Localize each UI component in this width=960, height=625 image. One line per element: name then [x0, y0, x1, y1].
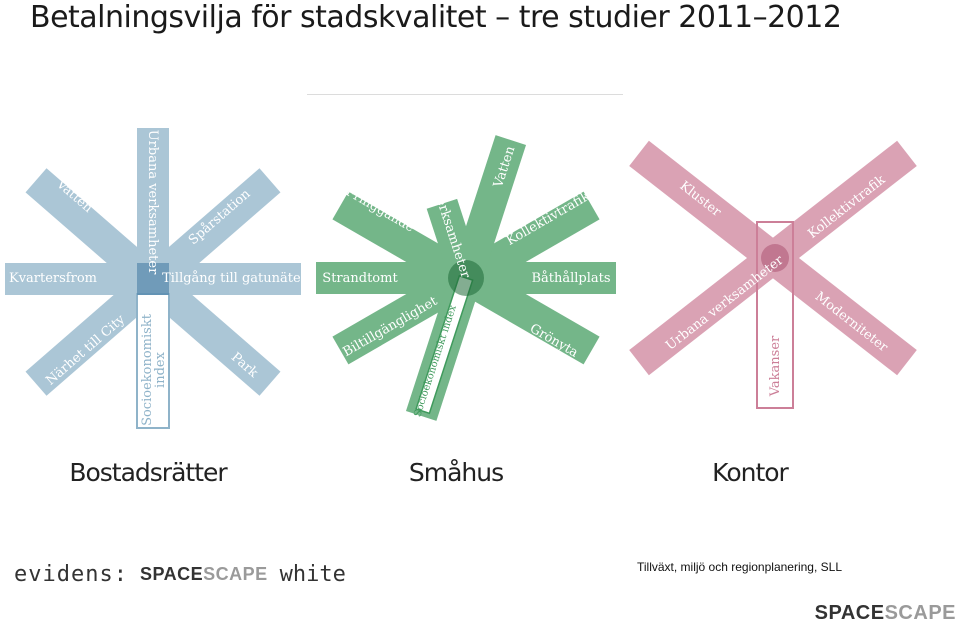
label-tillgang: Tillgång till gatunätet	[162, 270, 307, 286]
divider	[307, 94, 623, 95]
brand-logo: SPACESCAPE	[814, 602, 956, 624]
star-center	[448, 260, 484, 296]
star-center	[761, 244, 789, 272]
label-vakanser: Vakanser	[768, 335, 783, 397]
caption-smahus: Småhus	[408, 458, 504, 487]
arm-vakanser-outline	[756, 221, 794, 409]
label-bathallplats: Båthållplats	[531, 270, 610, 286]
label-strandtomt: Strandtomt	[322, 271, 398, 286]
star-center	[137, 263, 169, 295]
star-bostadsratter: Vatten Urbana verksamheter Spårstation K…	[5, 128, 307, 429]
caption-kontor: Kontor	[712, 458, 789, 487]
label-socio: Socioekonomiskt	[140, 313, 155, 426]
partner-logos: evidens: SPACESCAPE white	[14, 561, 346, 587]
arm-socio-outline	[136, 293, 170, 429]
label-kvartersfrom: Kvartersfrom	[9, 271, 97, 286]
evidens-logo: evidens:	[14, 561, 128, 587]
star-smahus: Friliggande Urbana verksamheter Vatten K…	[316, 135, 616, 421]
source-note: Tillväxt, miljö och regionplanering, SLL	[637, 560, 842, 574]
label-sparstation: Spårstation	[490, 336, 529, 414]
label-socio-index: index	[153, 351, 168, 388]
page-title: Betalningsvilja för stadskvalitet – tre …	[30, 0, 842, 35]
star-kontor: Kluster Kollektivtrafik Urbana verksamhe…	[629, 140, 917, 409]
label-urbana: Urbana verksamheter	[145, 130, 160, 275]
spacescape-logo: SPACESCAPE	[139, 563, 268, 584]
caption-bostadsratter: Bostadsrätter	[69, 458, 227, 487]
white-logo: white	[279, 561, 346, 587]
